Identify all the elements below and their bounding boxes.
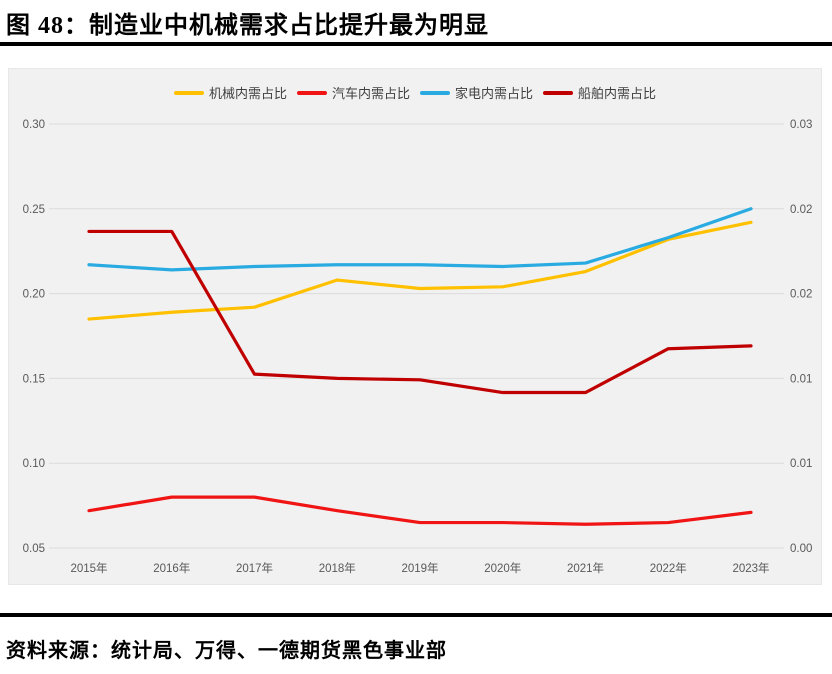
- footer-divider: [0, 613, 832, 617]
- legend-label: 船舶内需占比: [578, 86, 657, 101]
- svg-text:2023年: 2023年: [732, 561, 769, 575]
- svg-text:0.02: 0.02: [790, 289, 812, 301]
- svg-text:0.03: 0.03: [790, 119, 812, 131]
- svg-text:2015年: 2015年: [70, 561, 107, 575]
- svg-text:2019年: 2019年: [401, 561, 438, 575]
- svg-text:0.30: 0.30: [23, 119, 45, 131]
- legend-item-auto: 汽车内需占比: [296, 83, 410, 102]
- line-chart: 0.30 0.03 0.25 0.02 0.20 0.02 0.15 0.01 0.10 0.01…: [23, 119, 813, 575]
- chart-panel: 0.30 0.03 0.25 0.02 0.20 0.02 0.15 0.01 0.10 0.01…: [8, 68, 822, 585]
- legend-item-ship: 船舶内需占比: [543, 83, 656, 102]
- appliance-line-swatch-icon: [420, 90, 450, 95]
- svg-text:2022年: 2022年: [650, 561, 687, 575]
- source-note: 资料来源：统计局、万得、一德期货黑色事业部: [6, 640, 447, 662]
- figure-title: 图 48：制造业中机械需求占比提升最为明显: [6, 13, 489, 39]
- legend-item-machinery: 机械内需占比: [173, 83, 287, 102]
- svg-text:0.01: 0.01: [790, 458, 812, 470]
- svg-text:2016年: 2016年: [153, 561, 190, 575]
- svg-text:0.10: 0.10: [23, 458, 45, 470]
- svg-text:2020年: 2020年: [484, 561, 521, 575]
- legend-label: 家电内需占比: [455, 86, 534, 101]
- svg-text:0.20: 0.20: [23, 289, 45, 301]
- svg-text:2021年: 2021年: [567, 561, 604, 575]
- svg-text:0.15: 0.15: [23, 373, 45, 385]
- chart-legend: 机械内需占比 汽车内需占比 家电内需占比 船舶内需占比: [9, 83, 821, 102]
- svg-text:0.01: 0.01: [790, 373, 812, 385]
- svg-text:2017年: 2017年: [236, 561, 273, 575]
- legend-label: 汽车内需占比: [331, 86, 410, 101]
- svg-text:0.00: 0.00: [790, 543, 812, 555]
- svg-text:0.25: 0.25: [23, 204, 45, 216]
- svg-text:0.02: 0.02: [790, 204, 812, 216]
- ship-line-swatch-icon: [543, 90, 574, 95]
- machinery-line-swatch-icon: [173, 90, 204, 95]
- svg-text:0.05: 0.05: [23, 543, 45, 555]
- auto-line-swatch-icon: [296, 90, 327, 95]
- legend-item-appliance: 家电内需占比: [420, 83, 533, 102]
- title-divider: [0, 42, 832, 46]
- svg-text:2018年: 2018年: [319, 561, 356, 575]
- legend-label: 机械内需占比: [208, 86, 287, 101]
